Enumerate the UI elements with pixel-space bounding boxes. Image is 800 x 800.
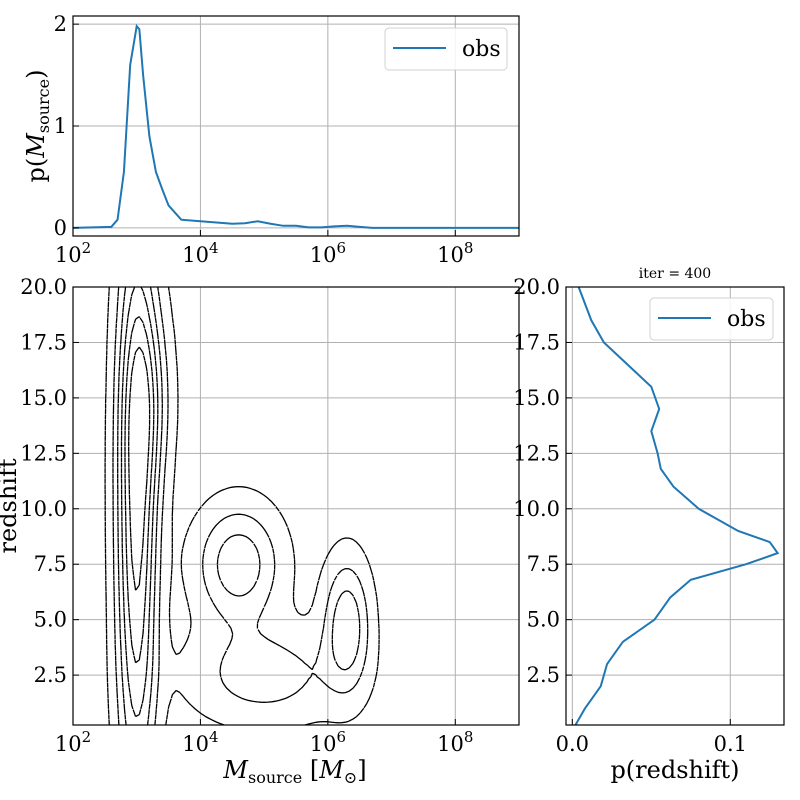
main-y-tick-label: 20.0 (20, 275, 67, 299)
right-y-tick-label: 15.0 (513, 386, 560, 410)
right-y-tick-label: 20.0 (513, 275, 560, 299)
right-x-axis-label: p(redshift) (610, 756, 739, 784)
top-x-tick-label: 108 (437, 239, 473, 267)
main-y-tick-label: 17.5 (20, 330, 67, 354)
contour-lines (104, 287, 380, 725)
right-x-tick-label: 0.0 (556, 732, 589, 756)
main-y-axis-label: redshift (0, 458, 22, 553)
contour-level-6 (128, 346, 151, 591)
right-y-tick-label: 12.5 (513, 441, 560, 465)
contour-level-1 (104, 287, 380, 725)
top-x-tick-label: 104 (182, 239, 218, 267)
contour-level-2 (112, 287, 369, 725)
main-x-axis-label: Msource [M⊙] (222, 756, 366, 787)
right-y-tick-label: 5.0 (527, 608, 560, 632)
top-legend-label: obs (462, 37, 501, 62)
top-x-tick-label-exp: 6 (336, 239, 346, 257)
top-y-tick-label: 0 (54, 216, 67, 240)
main-y-tick-label: 10.0 (20, 497, 67, 521)
right-x-tick-label: 0.1 (714, 732, 747, 756)
right-y-tick-label: 7.5 (527, 552, 560, 576)
main-x-tick-label: 106 (310, 728, 346, 756)
top-x-tick-label-base: 10 (437, 243, 464, 267)
top-y-tick-label: 2 (54, 12, 67, 36)
top-x-tick-label: 106 (310, 239, 346, 267)
right-marginal-panel: obs 0.0 0.12.55.07.510.012.515.017.520.0 … (513, 266, 785, 784)
top-x-tick-label-base: 10 (310, 243, 337, 267)
main-contour-panel: 102 104 106 1082.55.07.510.012.515.017.520.… (0, 275, 520, 787)
contour-level-5 (124, 316, 155, 664)
main-x-tick-label-exp: 6 (336, 728, 346, 746)
main-y-tick-label: 7.5 (34, 552, 67, 576)
right-legend-box (649, 297, 774, 341)
main-x-tick-label: 104 (182, 728, 218, 756)
top-x-tick-label-base: 10 (182, 243, 209, 267)
right-legend-label: obs (727, 307, 766, 332)
top-x-tick-label-exp: 4 (209, 239, 219, 257)
contour-level-4 (120, 287, 159, 718)
contour-level-3 (117, 287, 361, 725)
main-y-tick-label: 15.0 (20, 386, 67, 410)
main-x-tick-label-exp: 8 (464, 728, 474, 746)
main-axes-frame (72, 286, 520, 726)
right-density-line (574, 286, 780, 726)
main-x-tick-label-base: 10 (182, 732, 209, 756)
main-x-tick-label-base: 10 (55, 732, 82, 756)
right-y-tick-label: 10.0 (513, 497, 560, 521)
top-density-line (72, 23, 519, 229)
main-x-tick-label-exp: 4 (209, 728, 219, 746)
main-x-tick-label: 102 (55, 728, 91, 756)
main-y-tick-label: 5.0 (34, 608, 67, 632)
main-x-tick-label: 108 (437, 728, 473, 756)
main-x-tick-label-base: 10 (437, 732, 464, 756)
main-x-tick-label-base: 10 (310, 732, 337, 756)
top-x-tick-label-base: 10 (55, 243, 82, 267)
top-legend: obs (384, 27, 508, 71)
right-axes-frame (565, 286, 785, 726)
top-x-tick-label-exp: 2 (82, 239, 92, 257)
right-y-tick-label: 2.5 (527, 663, 560, 687)
right-legend: obs (649, 297, 774, 341)
contour-group (104, 287, 380, 725)
top-x-tick-label-exp: 8 (464, 239, 474, 257)
main-x-tick-label-exp: 2 (82, 728, 92, 746)
top-y-axis-label: p(Msource) (22, 70, 53, 183)
right-panel-title: iter = 400 (639, 266, 711, 282)
main-y-tick-label: 12.5 (20, 441, 67, 465)
main-y-tick-label: 2.5 (34, 663, 67, 687)
right-y-tick-label: 17.5 (513, 330, 560, 354)
top-x-tick-label: 102 (55, 239, 91, 267)
top-y-tick-label: 1 (54, 114, 67, 138)
